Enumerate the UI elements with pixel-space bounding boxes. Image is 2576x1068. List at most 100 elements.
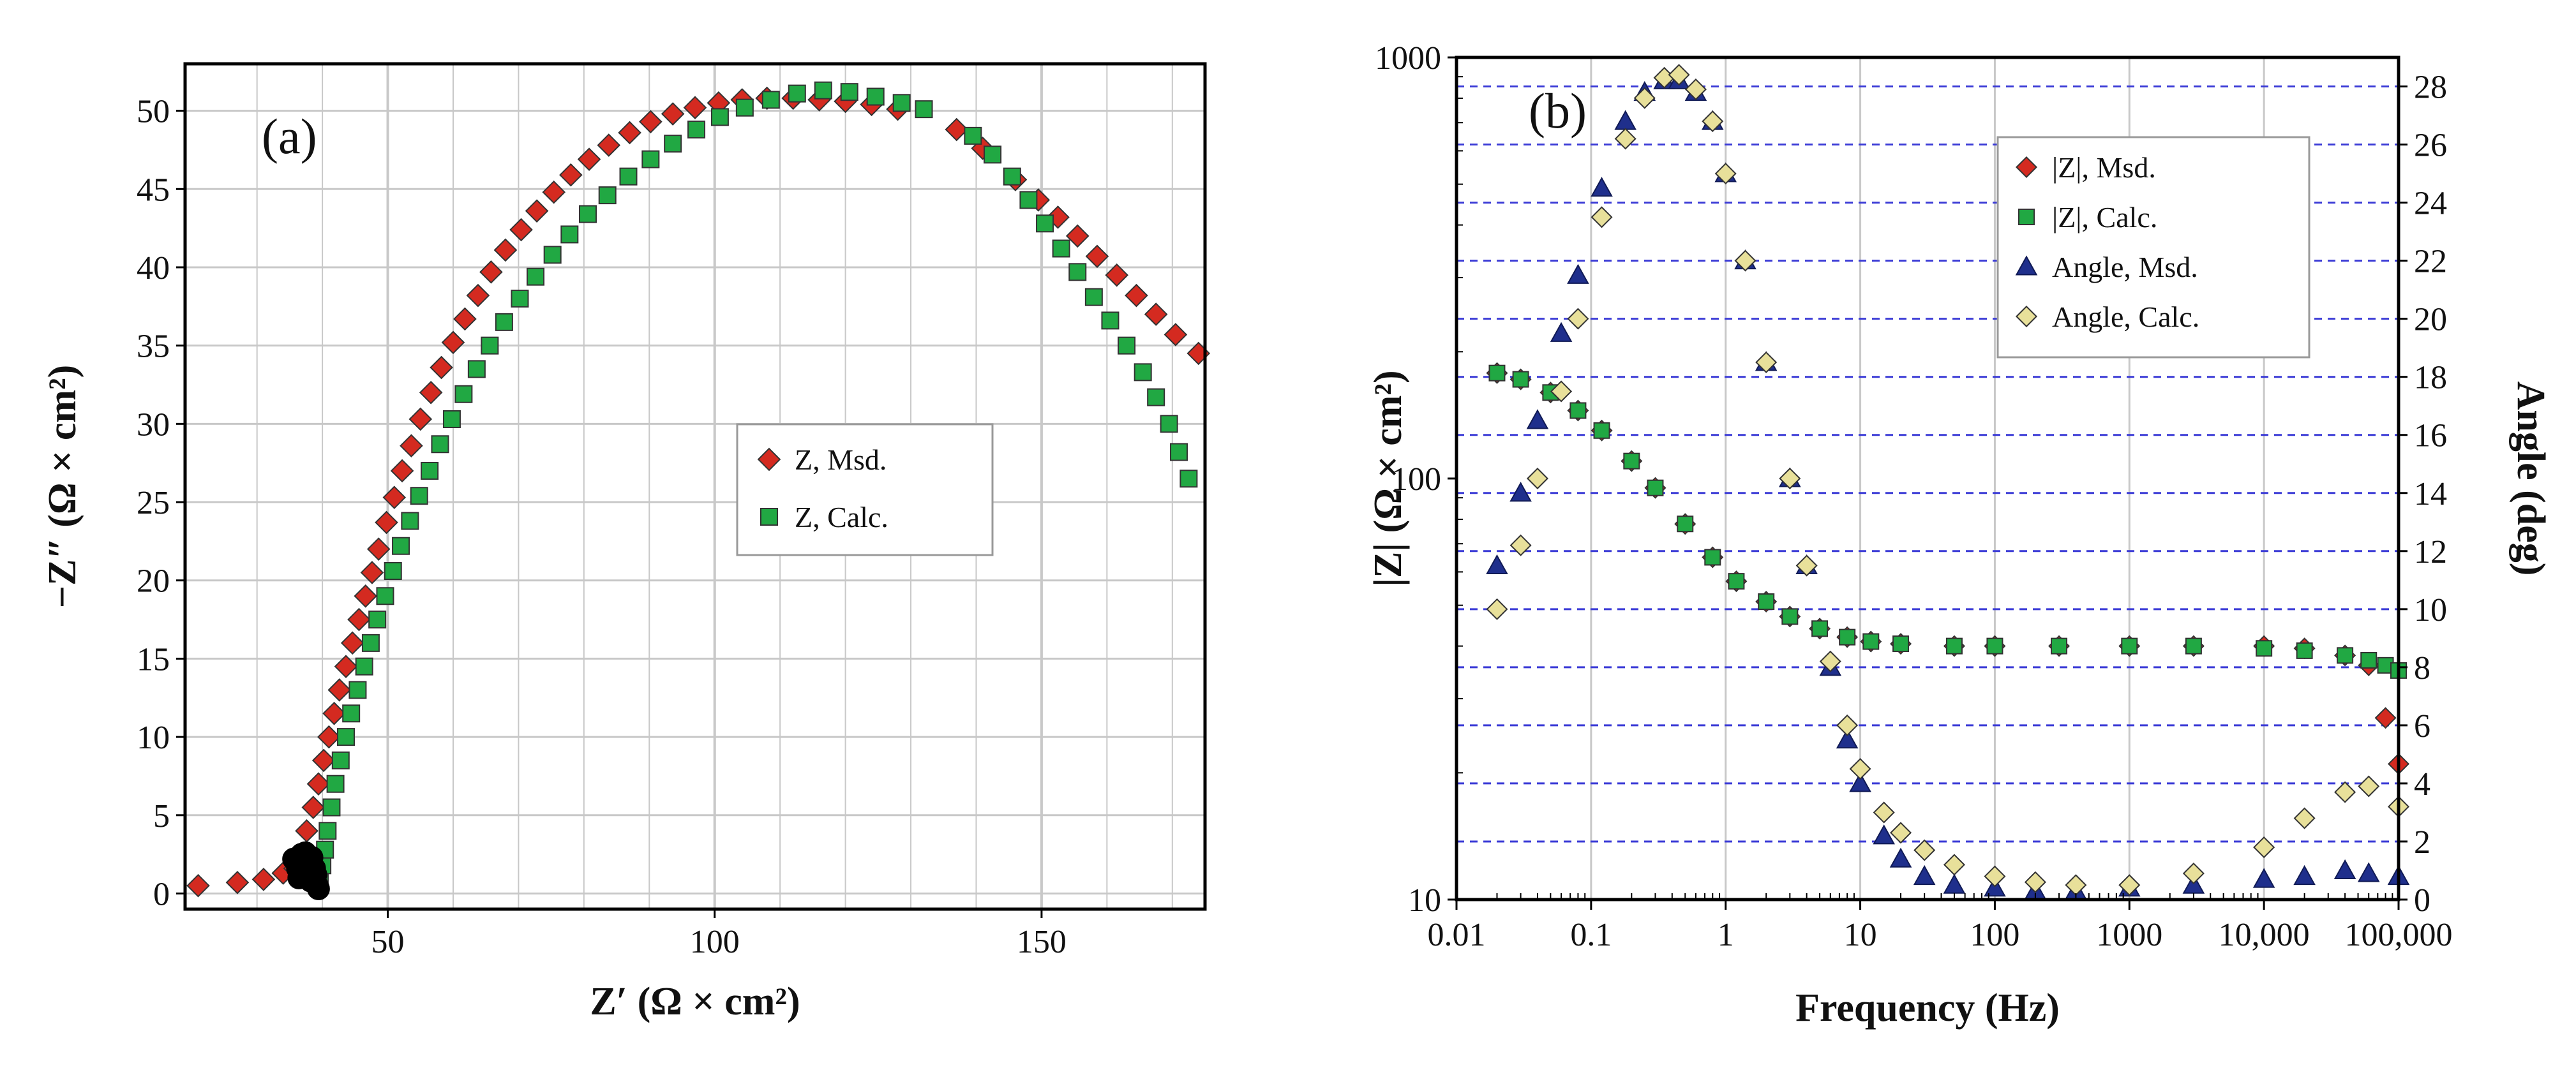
data-point bbox=[1819, 650, 1841, 672]
y2-tick-label: 24 bbox=[2414, 186, 2447, 222]
data-point bbox=[1943, 854, 1965, 876]
data-point bbox=[1913, 839, 1936, 861]
data-point bbox=[336, 728, 355, 746]
data-point bbox=[401, 512, 419, 530]
data-point bbox=[1101, 311, 1120, 330]
data-point bbox=[1550, 380, 1573, 403]
data-point bbox=[598, 186, 617, 205]
data-point bbox=[347, 607, 371, 632]
data-point bbox=[467, 360, 486, 378]
panel-b-label: (b) bbox=[1529, 83, 1587, 138]
data-point bbox=[1144, 302, 1168, 326]
data-point bbox=[1509, 482, 1532, 502]
data-point bbox=[2256, 640, 2273, 657]
data-point bbox=[1633, 87, 1656, 109]
data-point bbox=[1873, 824, 1896, 845]
data-point bbox=[866, 87, 885, 106]
data-point bbox=[814, 81, 832, 100]
data-point bbox=[1550, 322, 1573, 342]
legend-entry: Angle, Calc. bbox=[2052, 300, 2199, 333]
legend-box bbox=[1996, 136, 2310, 359]
data-point bbox=[317, 725, 341, 749]
data-point bbox=[543, 246, 562, 264]
data-point bbox=[1486, 554, 1508, 575]
y2-tick-label: 20 bbox=[2414, 302, 2447, 338]
data-point bbox=[1105, 263, 1129, 287]
data-point bbox=[945, 117, 969, 142]
data-point bbox=[1567, 263, 1589, 284]
panel-a-data bbox=[186, 81, 1211, 901]
data-point bbox=[348, 681, 367, 699]
data-point bbox=[326, 775, 345, 793]
data-point bbox=[2051, 637, 2068, 655]
data-point bbox=[481, 336, 499, 355]
data-point bbox=[327, 678, 352, 702]
data-point bbox=[1702, 110, 1724, 133]
data-point bbox=[1734, 249, 1756, 272]
y-tick-label: 5 bbox=[153, 798, 170, 834]
x-tick-label: 100 bbox=[690, 924, 740, 960]
data-point bbox=[375, 510, 398, 535]
x-tick-label: 1000 bbox=[2096, 917, 2162, 953]
data-point bbox=[322, 701, 346, 725]
panel-a-impedance-nyquist: 0 5 10 15 20 25 30 35 40 45 50 50 100 150 (a) Z′ (Ω ×… bbox=[41, 62, 1211, 1023]
data-point bbox=[1052, 239, 1070, 258]
data-point bbox=[1811, 620, 1829, 637]
y2-tick-label: 10 bbox=[2414, 592, 2447, 628]
panel-a-legend: Z, Msd. Z, Calc. bbox=[736, 423, 994, 556]
data-point bbox=[355, 657, 373, 676]
data-point bbox=[2334, 781, 2356, 803]
data-point bbox=[761, 91, 780, 109]
data-point bbox=[1512, 371, 1529, 388]
data-point bbox=[1591, 177, 1613, 197]
data-point bbox=[1593, 422, 1610, 439]
data-point bbox=[361, 634, 380, 652]
data-point bbox=[2252, 868, 2275, 888]
data-point bbox=[2357, 862, 2380, 882]
data-point bbox=[430, 355, 453, 380]
y-tick-label: 10 bbox=[1408, 882, 1441, 919]
y-tick-label: 1000 bbox=[1375, 40, 1441, 77]
legend-marker bbox=[2015, 255, 2038, 276]
legend-box bbox=[736, 423, 994, 556]
y-tick-label: 50 bbox=[137, 94, 170, 130]
data-point bbox=[2182, 863, 2205, 885]
data-point bbox=[1170, 443, 1188, 461]
panel-b-y-axis-label: |Z| (Ω × cm²) bbox=[1367, 370, 1410, 586]
data-point bbox=[1486, 598, 1508, 620]
data-point bbox=[559, 163, 583, 187]
panel-a-ticks: 0 5 10 15 20 25 30 35 40 45 50 50 100 150 bbox=[137, 94, 1067, 960]
data-point bbox=[661, 102, 685, 126]
data-point bbox=[368, 611, 387, 629]
data-point bbox=[1890, 822, 1912, 844]
data-point bbox=[1755, 351, 1778, 373]
data-point bbox=[1728, 573, 1745, 590]
data-point bbox=[735, 98, 754, 117]
panel-a-label: (a) bbox=[262, 108, 317, 164]
data-point bbox=[354, 584, 378, 608]
y2-tick-label: 18 bbox=[2414, 360, 2447, 396]
data-point bbox=[1068, 263, 1087, 281]
data-point bbox=[2024, 871, 2046, 893]
data-point bbox=[376, 587, 394, 605]
data-point bbox=[1509, 534, 1532, 556]
panel-b-x-axis-label: Frequency (Hz) bbox=[1795, 986, 2060, 1030]
series-2 bbox=[282, 841, 330, 901]
data-point bbox=[840, 83, 858, 101]
data-point bbox=[186, 873, 210, 898]
data-point bbox=[1084, 288, 1103, 306]
data-point bbox=[1668, 64, 1690, 86]
data-point bbox=[311, 748, 336, 773]
data-point bbox=[2333, 859, 2356, 879]
y-tick-label: 0 bbox=[153, 876, 170, 912]
data-point bbox=[1758, 593, 1775, 611]
data-point bbox=[1873, 801, 1895, 824]
data-point bbox=[1913, 864, 1936, 886]
data-point bbox=[1795, 554, 1818, 577]
data-point bbox=[392, 537, 410, 555]
panel-a-x-axis-label: Z′ (Ω × cm²) bbox=[590, 980, 800, 1023]
data-point bbox=[301, 796, 326, 819]
data-point bbox=[1567, 308, 1589, 330]
data-point bbox=[454, 385, 473, 403]
